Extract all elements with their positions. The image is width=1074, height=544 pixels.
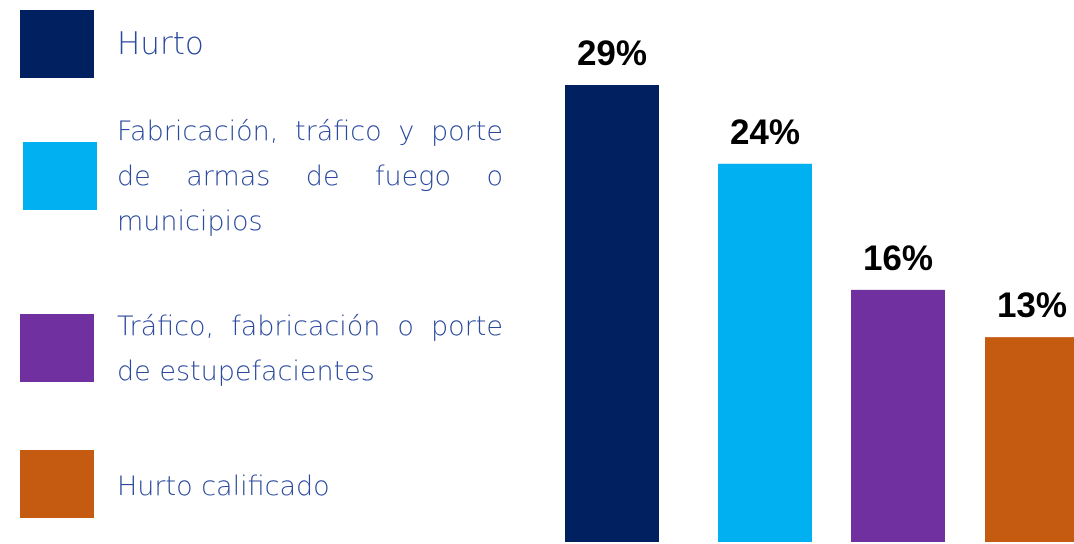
legend-swatch bbox=[20, 314, 94, 382]
data-label: 16% bbox=[863, 239, 933, 278]
data-label: 29% bbox=[577, 34, 647, 73]
legend-label: Tráfico, fabricación o porte de estupefa… bbox=[117, 311, 503, 387]
legend-swatch bbox=[20, 450, 94, 518]
legend-label: Hurto bbox=[117, 26, 204, 62]
legend-swatch bbox=[20, 10, 94, 78]
bar bbox=[718, 163, 812, 543]
bar bbox=[851, 289, 945, 542]
legend-swatch bbox=[23, 142, 97, 210]
bar bbox=[985, 337, 1074, 542]
data-label: 24% bbox=[730, 113, 800, 152]
legend-label: Hurto calificado bbox=[117, 471, 330, 502]
data-label: 13% bbox=[997, 286, 1067, 325]
legend-label: Fabricación, tráfico y porte de armas de… bbox=[117, 116, 503, 237]
bar bbox=[565, 85, 659, 542]
